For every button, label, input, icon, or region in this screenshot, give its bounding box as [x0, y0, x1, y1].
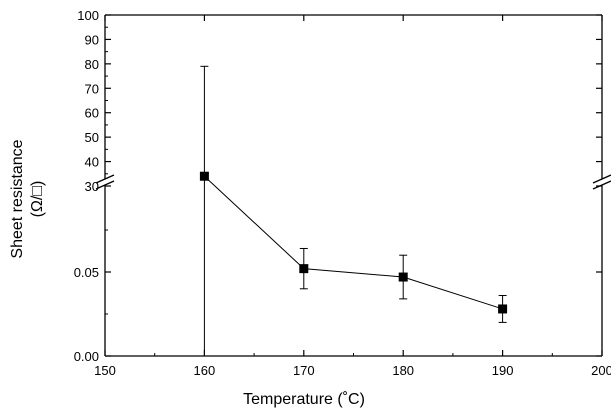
- x-axis-title: Temperature (˚C): [243, 391, 365, 408]
- y-axis-ticks: 30 40 50 60 70 80 90 100 0.00 0.05: [74, 8, 602, 364]
- break-mark: [592, 174, 611, 184]
- y-axis-title-line1: Sheet resistance: [9, 139, 26, 258]
- data-series: [199, 65, 508, 357]
- y-tick-label: 90: [85, 32, 99, 47]
- break-mark: [95, 174, 115, 184]
- y-tick-label: 100: [77, 8, 99, 23]
- x-tick-label: 180: [392, 363, 414, 378]
- data-point: [299, 264, 309, 274]
- break-mark: [592, 180, 611, 190]
- y-axis-title-line2: (Ω/□): [29, 181, 46, 218]
- data-point: [199, 171, 209, 181]
- y-tick-label: 0.05: [74, 265, 99, 280]
- y-tick-label: 0.00: [74, 349, 99, 364]
- x-axis-ticks: 150 160 170 180 190 200: [94, 15, 611, 378]
- data-point: [498, 304, 508, 314]
- y-tick-label: 70: [85, 81, 99, 96]
- x-tick-label: 190: [492, 363, 514, 378]
- y-tick-label: 30: [85, 179, 99, 194]
- axis-break-marks: [95, 174, 611, 190]
- y-tick-label: 40: [85, 155, 99, 170]
- data-point: [398, 272, 408, 282]
- x-tick-label: 150: [94, 363, 116, 378]
- y-axis-title: Sheet resistance (Ω/□): [9, 139, 46, 258]
- x-tick-label: 200: [591, 363, 611, 378]
- x-tick-label: 160: [194, 363, 216, 378]
- y-tick-label: 50: [85, 130, 99, 145]
- series-line: [204, 175, 503, 310]
- plot-frame: [104, 14, 603, 357]
- y-tick-label: 60: [85, 106, 99, 121]
- x-tick-label: 170: [293, 363, 315, 378]
- break-mark: [95, 180, 115, 190]
- y-tick-label: 80: [85, 57, 99, 72]
